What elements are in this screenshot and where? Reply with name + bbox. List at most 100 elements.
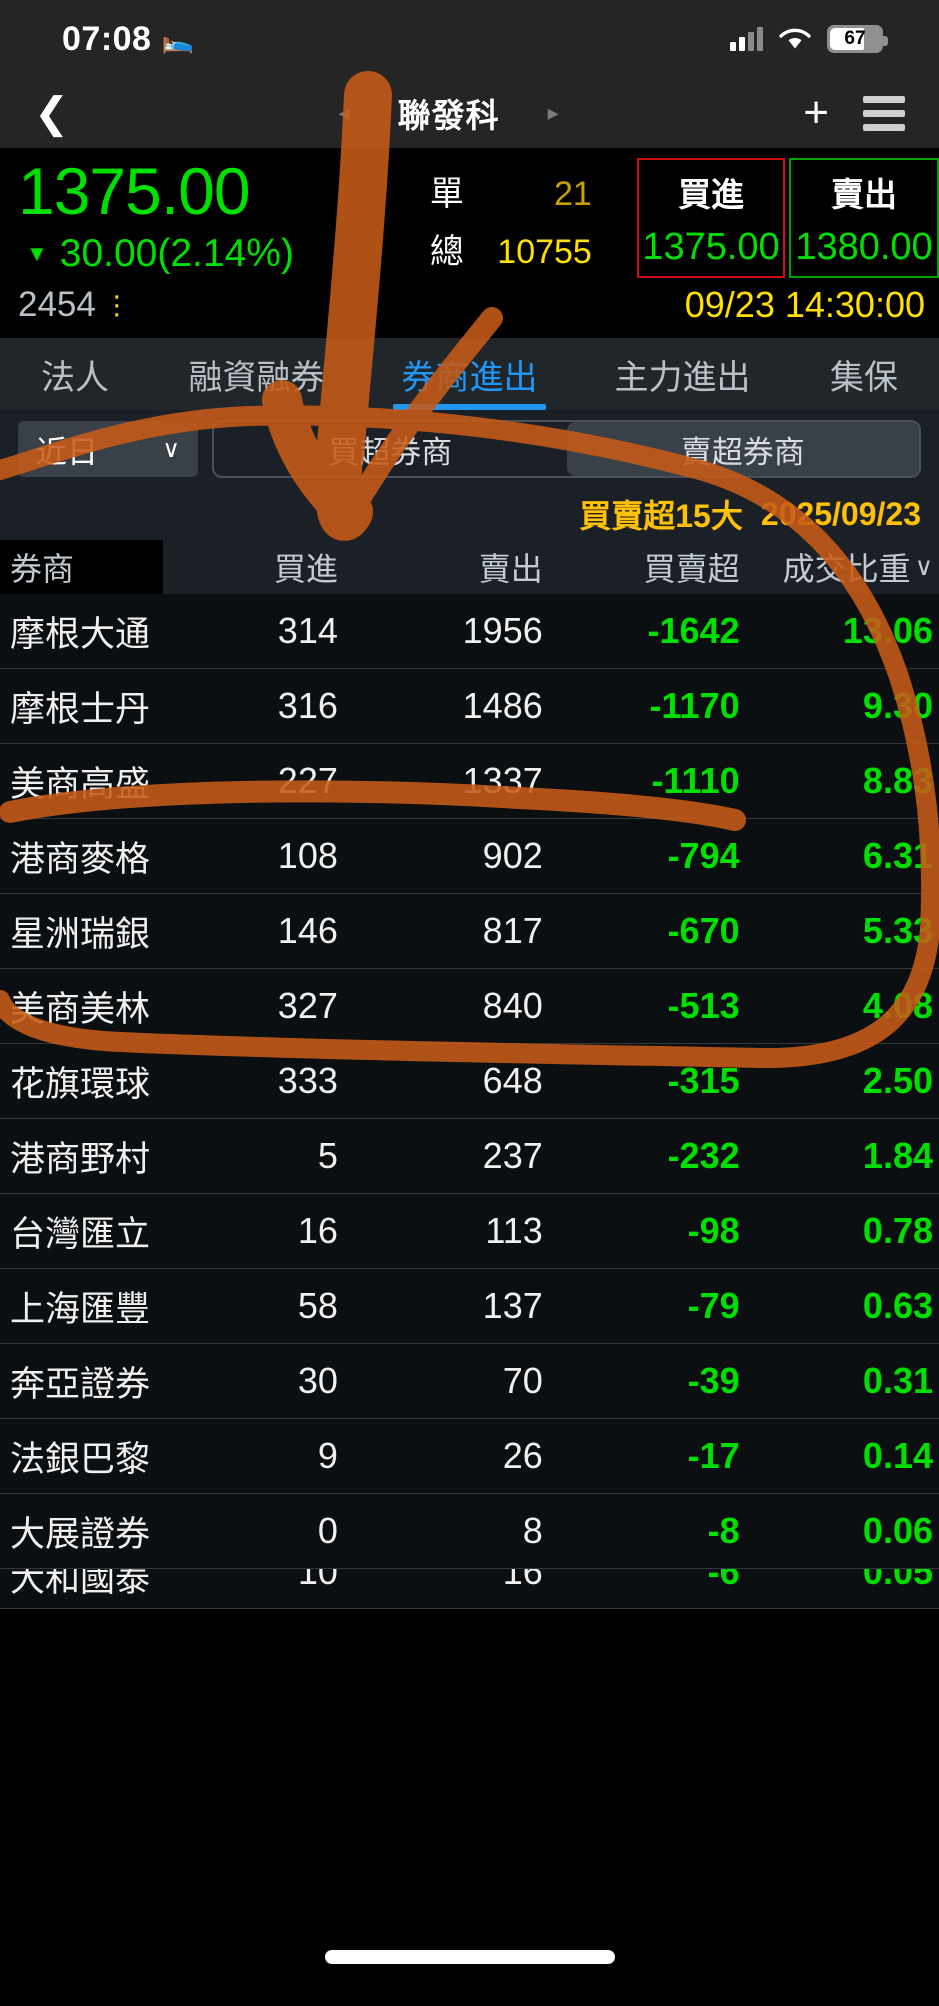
table-row[interactable]: 上海匯豐 58 137 -79 0.63: [0, 1269, 939, 1344]
table-header: 券商 買進 賣出 買賣超 成交比重 ∨: [0, 540, 939, 594]
cell-sell: 237: [482, 1135, 543, 1176]
cell-broker: 摩根士丹: [10, 689, 151, 729]
cell-weight: 0.31: [862, 1360, 933, 1401]
period-select-value: 近日: [36, 434, 98, 470]
cell-broker: 摩根大通: [10, 614, 151, 654]
cell-sell: 1337: [462, 760, 543, 801]
period-select[interactable]: 近日 ∨: [18, 421, 198, 477]
cell-weight: 2.50: [862, 1060, 933, 1101]
cell-broker: 美商美林: [10, 989, 151, 1029]
chevron-down-icon: ∨: [914, 553, 933, 581]
cell-net: -1170: [649, 685, 740, 726]
cell-sell: 840: [482, 985, 543, 1026]
cell-weight: 9.30: [862, 685, 933, 726]
cell-sell: 648: [482, 1060, 543, 1101]
tab-main-force[interactable]: 主力進出: [576, 338, 789, 410]
cell-sell: 26: [502, 1435, 543, 1476]
table-row[interactable]: 美商美林 327 840 -513 4.08: [0, 969, 939, 1044]
nav-right: +: [803, 87, 905, 137]
col-header-broker[interactable]: 券商: [0, 540, 163, 594]
cell-buy: 333: [277, 1060, 338, 1101]
cell-weight: 8.83: [862, 760, 933, 801]
cell-buy: 58: [297, 1285, 338, 1326]
table-row[interactable]: 港商麥格 108 902 -794 6.31: [0, 819, 939, 894]
col-header-broker-label: 券商: [10, 551, 75, 587]
price-change-block: ▼ 30.00(2.14%): [18, 232, 430, 276]
last-price: 1375.00: [18, 154, 251, 228]
hamburger-menu-icon[interactable]: [863, 95, 905, 131]
ask-box[interactable]: 賣出 1380.00: [789, 158, 939, 278]
cell-sell: 16: [502, 1569, 543, 1592]
plus-icon[interactable]: +: [803, 87, 829, 137]
col-header-net-label: 買賣超: [643, 551, 740, 587]
quote-panel: 1375.00 ▼ 30.00(2.14%) 單 21 總 10755 買進: [0, 148, 939, 380]
cell-sell: 137: [482, 1285, 543, 1326]
tab-institutional[interactable]: 法人: [0, 338, 150, 410]
chevron-down-icon: ∨: [162, 435, 180, 463]
col-header-sell[interactable]: 賣出: [368, 544, 565, 590]
volume-block: 單 21 總 10755: [430, 158, 625, 282]
tab-margin-trading[interactable]: 融資融券: [150, 338, 363, 410]
home-indicator: [324, 1950, 615, 1964]
cell-broker: 港商野村: [10, 1139, 151, 1179]
prev-stock-icon[interactable]: ◂: [338, 100, 350, 125]
tab-custody[interactable]: 集保: [789, 338, 939, 410]
cell-sell: 1956: [462, 610, 543, 651]
cell-buy: 316: [277, 685, 338, 726]
bid-label: 買進: [678, 175, 744, 213]
table-row[interactable]: 大展證券 0 8 -8 0.06: [0, 1494, 939, 1569]
segment-buy-brokers[interactable]: 買超券商: [214, 422, 567, 476]
cell-sell: 8: [522, 1510, 543, 1551]
cell-buy: 227: [277, 760, 338, 801]
bed-icon: 🛌: [161, 24, 194, 54]
cell-buy: 16: [297, 1210, 338, 1251]
wifi-icon: [779, 28, 811, 49]
cell-broker: 法銀巴黎: [10, 1439, 151, 1479]
cell-weight: 1.84: [862, 1135, 933, 1176]
table-row[interactable]: 摩根士丹 316 1486 -1170 9.30: [0, 669, 939, 744]
cell-buy: 5: [317, 1135, 338, 1176]
tab-broker-flow[interactable]: 券商進出: [363, 338, 576, 410]
stock-code[interactable]: 2454 ⋮: [18, 285, 130, 325]
segment-sell-brokers[interactable]: 賣超券商: [566, 422, 919, 476]
vertical-dots-icon[interactable]: ⋮: [103, 289, 130, 320]
status-time: 07:08: [62, 19, 152, 58]
cell-weight: 4.08: [862, 985, 933, 1026]
quote-price-block: 1375.00 ▼ 30.00(2.14%): [0, 158, 430, 276]
col-header-net[interactable]: 買賣超: [565, 544, 748, 590]
col-header-sell-label: 賣出: [478, 551, 543, 587]
bid-box[interactable]: 買進 1375.00: [637, 158, 785, 278]
cell-net: -17: [687, 1435, 740, 1476]
battery-icon: 67: [827, 25, 888, 53]
nav-bar: ❮ ◂ 聯發科 ▸ +: [0, 78, 939, 148]
col-header-buy[interactable]: 買進: [163, 544, 368, 590]
cell-net: -39: [687, 1360, 740, 1401]
table-body: 摩根大通 314 1956 -1642 13.06 摩根士丹 316 1486 -1170 9.3…: [0, 594, 939, 1609]
table-row[interactable]: 大和國泰 10 16 -6 0.05: [0, 1569, 939, 1609]
table-row[interactable]: 美商高盛 227 1337 -1110 8.83: [0, 744, 939, 819]
down-triangle-icon: ▼: [26, 241, 48, 266]
cell-broker: 台灣匯立: [10, 1214, 151, 1254]
cell-sell: 817: [482, 910, 543, 951]
nav-center: ◂ 聯發科 ▸: [94, 89, 803, 137]
signal-bars-icon: [730, 27, 763, 51]
table-row[interactable]: 法銀巴黎 9 26 -17 0.14: [0, 1419, 939, 1494]
table-row[interactable]: 星洲瑞銀 146 817 -670 5.33: [0, 894, 939, 969]
cell-net: -98: [687, 1210, 740, 1251]
table-row[interactable]: 奔亞證券 30 70 -39 0.31: [0, 1344, 939, 1419]
next-stock-icon[interactable]: ▸: [547, 100, 559, 125]
chevron-left-icon[interactable]: ❮: [34, 89, 70, 136]
cell-buy: 30: [297, 1360, 338, 1401]
stock-code-text: 2454: [18, 285, 96, 324]
summary-date: 2025/09/23: [760, 495, 921, 532]
single-lot-value: 21: [554, 175, 592, 213]
segmented-control: 買超券商 賣超券商: [212, 420, 921, 478]
table-row[interactable]: 台灣匯立 16 113 -98 0.78: [0, 1194, 939, 1269]
table-row[interactable]: 港商野村 5 237 -232 1.84: [0, 1119, 939, 1194]
cell-buy: 146: [277, 910, 338, 951]
cell-net: -670: [667, 910, 740, 951]
status-bar-left: 07:08 🛌: [62, 20, 194, 59]
table-row[interactable]: 花旗環球 333 648 -315 2.50: [0, 1044, 939, 1119]
table-row[interactable]: 摩根大通 314 1956 -1642 13.06: [0, 594, 939, 669]
col-header-weight[interactable]: 成交比重 ∨: [748, 544, 939, 590]
